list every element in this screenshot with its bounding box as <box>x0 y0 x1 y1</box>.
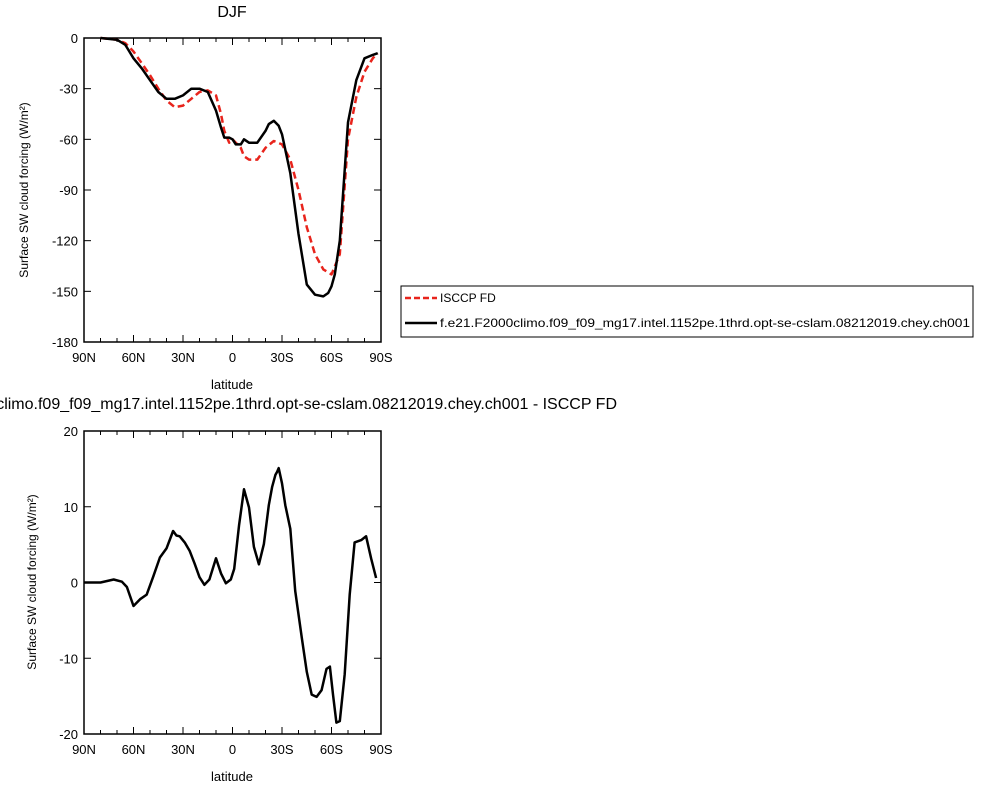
y-tick-label: 10 <box>64 500 78 515</box>
model-series-line <box>100 36 379 298</box>
y-tick-label: -30 <box>59 82 78 97</box>
top-chart-series-group <box>100 36 379 298</box>
x-tick-label: 30N <box>171 350 195 365</box>
x-tick-label: 0 <box>229 742 236 757</box>
bottom-chart-y-axis: 20 10 0 -10 -20 <box>59 424 381 742</box>
top-chart-y-axis: 0 -30 -60 -90 -120 -150 -180 <box>52 31 381 350</box>
bottom-chart-x-axis-label: latitude <box>211 769 253 784</box>
y-tick-label: 20 <box>64 424 78 439</box>
y-tick-label: 0 <box>71 576 78 591</box>
x-tick-label: 90N <box>72 350 96 365</box>
y-tick-label: -180 <box>52 335 78 350</box>
legend-box <box>400 285 974 338</box>
legend: ISCCP FD f.e21.F2000climo.f09_f09_mg17.i… <box>400 285 974 338</box>
top-chart-x-axis-label: latitude <box>211 377 253 392</box>
top-chart: DJF 0 -30 -60 -90 -120 -150 -180 90N 60N 30N 0 30S… <box>17 4 393 392</box>
y-tick-label: -90 <box>59 183 78 198</box>
x-tick-label: 30S <box>270 742 293 757</box>
x-tick-label: 90S <box>369 350 392 365</box>
x-tick-label: 90S <box>369 742 392 757</box>
bottom-chart-title: f.e21.F2000climo.f09_f09_mg17.intel.1152… <box>0 396 617 413</box>
bottom-chart-plot-frame <box>83 430 382 735</box>
y-tick-label: -150 <box>52 284 78 299</box>
x-tick-label: 30S <box>270 350 293 365</box>
top-chart-y-axis-label: Surface SW cloud forcing (W/m²) <box>17 102 31 277</box>
x-tick-label: 60S <box>320 350 343 365</box>
bottom-chart: f.e21.F2000climo.f09_f09_mg17.intel.1152… <box>0 396 617 784</box>
difference-series-line <box>84 466 378 724</box>
top-chart-x-axis: 90N 60N 30N 0 30S 60S 90S <box>72 38 393 365</box>
x-tick-label: 60S <box>320 742 343 757</box>
x-tick-label: 90N <box>72 742 96 757</box>
legend-label-model: f.e21.F2000climo.f09_f09_mg17.intel.1152… <box>440 316 970 330</box>
bottom-chart-series-group <box>84 466 378 724</box>
top-chart-title: DJF <box>217 4 247 21</box>
isccp-series-line <box>100 36 379 276</box>
y-tick-label: -20 <box>59 727 78 742</box>
bottom-chart-x-axis: 90N 60N 30N 0 30S 60S 90S <box>72 431 393 757</box>
bottom-chart-y-axis-label: Surface SW cloud forcing (W/m²) <box>25 494 39 669</box>
y-tick-label: -10 <box>59 651 78 666</box>
top-chart-plot-frame <box>83 37 382 343</box>
y-tick-label: 0 <box>71 31 78 46</box>
legend-label-isccp: ISCCP FD <box>440 291 496 305</box>
x-tick-label: 60N <box>122 350 146 365</box>
y-tick-label: -60 <box>59 132 78 147</box>
x-tick-label: 30N <box>171 742 195 757</box>
x-tick-label: 60N <box>122 742 146 757</box>
y-tick-label: -120 <box>52 234 78 249</box>
x-tick-label: 0 <box>229 350 236 365</box>
